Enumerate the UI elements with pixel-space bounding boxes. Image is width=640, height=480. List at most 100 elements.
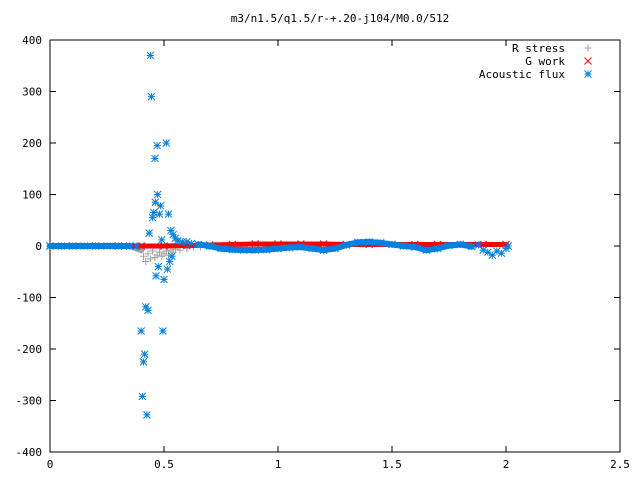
data-point	[141, 302, 150, 311]
data-point	[504, 242, 513, 250]
data-point	[149, 247, 157, 255]
data-point	[262, 245, 271, 254]
data-point	[160, 275, 168, 284]
y-tick-label: -400	[16, 446, 43, 459]
data-point	[319, 246, 328, 254]
data-point	[68, 242, 77, 250]
legend-label: R stress	[512, 42, 565, 55]
data-point	[46, 242, 54, 250]
data-point	[132, 242, 141, 250]
data-point	[178, 238, 187, 246]
chart-title: m3/n1.5/q1.5/r-+.20-j104/M0.0/512	[231, 12, 450, 25]
data-point	[91, 242, 100, 250]
data-point	[488, 251, 497, 260]
data-point	[163, 265, 172, 274]
data-point	[474, 241, 483, 249]
data-point	[445, 241, 453, 250]
data-point	[479, 246, 488, 254]
data-point	[164, 210, 173, 218]
data-point	[251, 240, 260, 248]
data-point	[168, 252, 176, 261]
legend-marker	[584, 70, 592, 78]
data-point	[217, 244, 225, 253]
legend-label: G work	[525, 55, 565, 68]
data-point	[153, 141, 162, 150]
data-point	[145, 229, 154, 237]
x-tick-label: 2.5	[610, 458, 630, 471]
data-point	[153, 190, 162, 199]
y-tick-label: 100	[22, 189, 42, 202]
data-point	[155, 248, 163, 256]
data-point	[154, 262, 163, 271]
data-point	[483, 248, 492, 257]
axes: 0 0.5 1 1.5 2 2.5 -400 -300 -200 -100 0 100 200 300 40…	[16, 34, 630, 471]
data-point	[146, 51, 155, 60]
data-point	[239, 246, 248, 254]
data-point	[467, 242, 476, 251]
data-point	[114, 242, 123, 250]
x-tick-label: 1	[275, 458, 282, 471]
data-point	[497, 249, 506, 258]
data-point	[151, 154, 159, 163]
legend-marker	[584, 44, 592, 52]
legend-label: Acoustic flux	[479, 68, 565, 81]
data-point	[182, 238, 191, 246]
plot-area	[46, 51, 513, 419]
y-tick-label: -100	[16, 292, 43, 305]
data-point	[142, 257, 150, 265]
y-tick-label: 300	[22, 86, 42, 99]
data-point	[103, 242, 111, 250]
data-point	[148, 213, 157, 222]
x-tick-label: 0.5	[154, 458, 174, 471]
data-point	[285, 243, 294, 252]
data-point	[152, 272, 160, 280]
data-point	[147, 92, 156, 101]
data-point	[493, 247, 501, 256]
data-point	[274, 244, 282, 253]
legend-marker	[584, 57, 592, 65]
data-point	[157, 235, 166, 244]
y-tick-label: -200	[16, 343, 43, 356]
data-point	[166, 226, 175, 235]
data-point	[365, 238, 374, 246]
data-point	[156, 201, 165, 210]
data-point	[187, 239, 196, 248]
data-point	[140, 350, 149, 359]
data-point	[205, 242, 214, 250]
data-point	[149, 208, 158, 217]
data-point	[143, 411, 151, 419]
x-tick-label: 0	[47, 458, 54, 471]
data-point	[173, 236, 182, 245]
data-point	[353, 238, 362, 247]
data-point	[165, 257, 174, 266]
data-point	[251, 246, 260, 254]
data-point	[144, 250, 152, 258]
series-band	[161, 242, 190, 249]
data-point	[159, 327, 167, 335]
data-point	[57, 242, 66, 250]
data-point	[162, 139, 171, 147]
y-tick-label: 400	[22, 34, 42, 47]
y-tick-label: 0	[35, 240, 42, 253]
data-point	[228, 245, 237, 254]
data-point	[160, 242, 168, 250]
data-point	[139, 358, 148, 366]
data-point	[138, 392, 147, 401]
data-point	[125, 242, 134, 250]
data-point	[146, 255, 154, 263]
data-point	[376, 239, 385, 247]
data-point	[410, 243, 419, 251]
data-point	[137, 327, 146, 335]
x-tick-label: 1.5	[382, 458, 402, 471]
data-point	[399, 242, 408, 250]
y-tick-label: -300	[16, 395, 43, 408]
x-tick-label: 2	[503, 458, 510, 471]
data-point	[155, 210, 164, 218]
data-point	[308, 244, 317, 253]
data-point	[342, 241, 351, 249]
data-point	[296, 243, 305, 251]
data-point	[169, 230, 177, 239]
y-tick-label: 200	[22, 137, 42, 150]
